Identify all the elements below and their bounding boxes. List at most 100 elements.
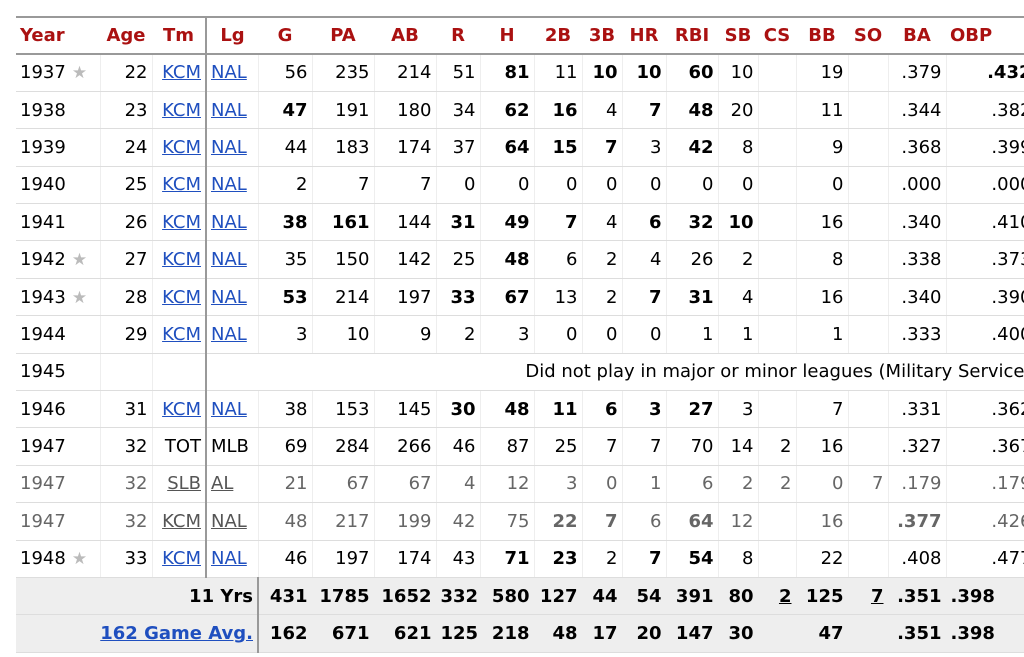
- cell-ba: .340: [888, 278, 947, 317]
- team-link[interactable]: KCM: [162, 136, 201, 158]
- summary-label[interactable]: 162 Game Avg.: [16, 614, 259, 653]
- team-link[interactable]: SLB: [167, 473, 201, 495]
- team-link[interactable]: KCM: [162, 286, 201, 308]
- table-body: 1937 ★ 22 KCM NAL 56 235 214 51 81 11 10 10 60 10 19.37…: [16, 54, 1024, 578]
- bold-value: 6: [648, 211, 662, 233]
- cell-age: 29: [100, 315, 153, 354]
- col-header-age[interactable]: Age: [100, 16, 152, 55]
- cell-sb: 2: [718, 465, 759, 504]
- cell-ab: 145: [374, 390, 437, 429]
- col-header-cs[interactable]: CS: [758, 16, 796, 55]
- cell-g: 47: [258, 91, 313, 130]
- cell-pa: 197: [312, 540, 375, 578]
- team-link[interactable]: KCM: [162, 249, 201, 271]
- col-header-2b[interactable]: 2B: [534, 16, 582, 55]
- col-header-tm[interactable]: Tm: [152, 16, 207, 55]
- cell-lg: NAL: [206, 390, 259, 429]
- league-link[interactable]: NAL: [211, 510, 247, 532]
- league-link[interactable]: NAL: [211, 249, 247, 271]
- league-link[interactable]: NAL: [211, 136, 247, 158]
- cell-so: 7: [848, 465, 889, 504]
- cell-hr: 7: [622, 91, 667, 130]
- bold-value: 7: [604, 510, 618, 532]
- cell-cs: [758, 390, 797, 429]
- cell-cs: [758, 240, 797, 279]
- col-header-obp[interactable]: OBP: [946, 16, 1024, 55]
- league-link[interactable]: NAL: [211, 99, 247, 121]
- underlined-value[interactable]: 7: [870, 585, 884, 607]
- cell-ab: 180: [374, 91, 437, 130]
- team-link[interactable]: KCM: [162, 510, 201, 532]
- team-link[interactable]: KCM: [162, 211, 201, 233]
- bold-value: 48: [688, 99, 714, 121]
- league-link[interactable]: NAL: [211, 62, 247, 84]
- summary-cell-sb: 30: [718, 614, 759, 653]
- bold-value: 64: [688, 510, 714, 532]
- col-header-bb[interactable]: BB: [796, 16, 848, 55]
- cell-ab: 9: [374, 315, 437, 354]
- game-avg-link[interactable]: 162 Game Avg.: [100, 623, 253, 645]
- col-header-hr[interactable]: HR: [622, 16, 666, 55]
- bold-value: 10: [728, 211, 754, 233]
- bold-value: 67: [504, 286, 530, 308]
- cell-hr: 6: [622, 502, 667, 541]
- team-link[interactable]: KCM: [162, 398, 201, 420]
- cell-tm: KCM: [152, 278, 207, 317]
- cell-sb: 0: [718, 166, 759, 205]
- team-link[interactable]: KCM: [162, 99, 201, 121]
- col-header-3b[interactable]: 3B: [582, 16, 622, 55]
- cell-h: 62: [480, 91, 535, 130]
- col-header-r[interactable]: R: [436, 16, 480, 55]
- league-link[interactable]: NAL: [211, 211, 247, 233]
- col-header-h[interactable]: H: [480, 16, 534, 55]
- summary-cell-obp: .398: [946, 614, 1024, 653]
- cell-tm: KCM: [152, 315, 207, 354]
- cell-ba: .340: [888, 203, 947, 242]
- cell-lg: NAL: [206, 166, 259, 205]
- cell-cs: [758, 54, 797, 92]
- col-header-g[interactable]: G: [258, 16, 312, 55]
- league-link[interactable]: NAL: [211, 286, 247, 308]
- col-header-so[interactable]: SO: [848, 16, 888, 55]
- cell-year: 1939: [16, 128, 101, 167]
- bold-value: 54: [688, 548, 714, 570]
- bold-value: 33: [450, 286, 476, 308]
- bold-value: 7: [648, 99, 662, 121]
- year-value: 1948: [20, 548, 66, 570]
- team-link[interactable]: KCM: [162, 174, 201, 196]
- league-link[interactable]: NAL: [211, 398, 247, 420]
- league-link[interactable]: NAL: [211, 323, 247, 345]
- cell-ab: 199: [374, 502, 437, 541]
- cell-g: 21: [258, 465, 313, 504]
- col-header-ba[interactable]: BA: [888, 16, 946, 55]
- cell-r: 30: [436, 390, 481, 429]
- cell-2b: 3: [534, 465, 583, 504]
- summary-cell-r: 332: [436, 577, 481, 616]
- col-header-pa[interactable]: PA: [312, 16, 374, 55]
- col-header-ab[interactable]: AB: [374, 16, 436, 55]
- team-link[interactable]: KCM: [162, 62, 201, 84]
- cell-tm: KCM: [152, 91, 207, 130]
- col-header-year[interactable]: Year: [16, 16, 100, 55]
- col-header-sb[interactable]: SB: [718, 16, 758, 55]
- summary-cell-h: 218: [480, 614, 535, 653]
- league-link[interactable]: AL: [211, 473, 234, 495]
- table-row: 1937 ★ 22 KCM NAL 56 235 214 51 81 11 10 10 60 10 19.37…: [16, 54, 1024, 92]
- cell-ab: 174: [374, 540, 437, 578]
- col-header-rbi[interactable]: RBI: [666, 16, 718, 55]
- cell-h: 75: [480, 502, 535, 541]
- all-star-icon: ★: [71, 287, 88, 308]
- cell-hr: 7: [622, 278, 667, 317]
- team-link[interactable]: KCM: [162, 323, 201, 345]
- team-link[interactable]: KCM: [162, 548, 201, 570]
- cell-pa: 284: [312, 427, 375, 466]
- underlined-value[interactable]: 2: [778, 585, 792, 607]
- cell-2b: 11: [534, 54, 583, 92]
- league-link[interactable]: NAL: [211, 174, 247, 196]
- summary-cell-rbi: 147: [666, 614, 719, 653]
- table-row: 1938 23 KCM NAL 47 191 180 34 62 16 4 7 48 20 11.344.3…: [16, 91, 1024, 130]
- col-header-lg[interactable]: Lg: [206, 16, 258, 55]
- league-link[interactable]: NAL: [211, 548, 247, 570]
